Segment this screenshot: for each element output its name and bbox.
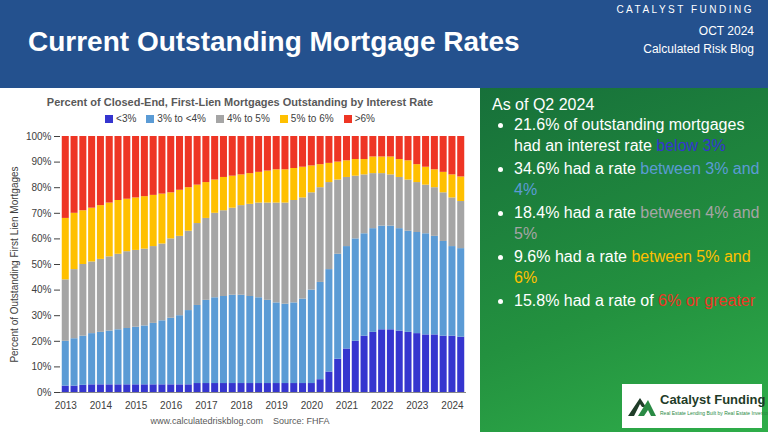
html-text:5% to 6%: 5% to 6%: [290, 113, 334, 124]
svg-text:10%: 10%: [31, 361, 51, 372]
html-text:OCT 2024: OCT 2024: [698, 24, 754, 38]
svg-text:30%: 30%: [31, 310, 51, 321]
html-text:<3%: <3%: [116, 113, 137, 124]
svg-text:60%: 60%: [31, 233, 51, 244]
svg-text:Percent of Outstanding First L: Percent of Outstanding First Lien Mortga…: [9, 166, 20, 362]
svg-text:20%: 20%: [31, 336, 51, 347]
svg-text:2017: 2017: [195, 400, 218, 411]
html-text:>6%: >6%: [354, 113, 375, 124]
svg-text:2013: 2013: [55, 400, 78, 411]
html-text:34.6% had a rate between 3% an: 34.6% had a rate between 3% and 4%: [514, 160, 760, 198]
svg-text:90%: 90%: [31, 156, 51, 167]
html-text:www.calculatedriskblog.com Sou: www.calculatedriskblog.com Source: FHFA: [150, 416, 330, 426]
svg-text:70%: 70%: [31, 208, 51, 219]
svg-text:2020: 2020: [301, 400, 324, 411]
svg-text:2022: 2022: [371, 400, 394, 411]
html-text:Percent of Closed-End, First-L: Percent of Closed-End, First-Lien Mortga…: [46, 96, 434, 108]
html-text:21.6% of outstanding mortgages: 21.6% of outstanding mortgages had an in…: [514, 116, 745, 154]
html-text:9.6% had a rate between 5% and: 9.6% had a rate between 5% and 6%: [514, 248, 751, 286]
html-text:Calculated Risk Blog: Calculated Risk Blog: [643, 42, 754, 56]
svg-text:2015: 2015: [125, 400, 148, 411]
svg-text:0%: 0%: [37, 387, 52, 398]
html-text:Catalyst Funding: Catalyst Funding: [660, 392, 766, 407]
svg-text:40%: 40%: [31, 284, 51, 295]
html-text:CATALYST FUNDING: CATALYST FUNDING: [616, 4, 754, 15]
svg-text:2023: 2023: [406, 400, 429, 411]
svg-text:50%: 50%: [31, 259, 51, 270]
html-text:4% to 5%: 4% to 5%: [227, 113, 270, 124]
svg-text:100%: 100%: [26, 131, 52, 142]
html-text:3% to <4%: 3% to <4%: [157, 113, 206, 124]
html-text:Current Outstanding Mortgage R: Current Outstanding Mortgage Rates: [28, 26, 520, 57]
svg-text:2016: 2016: [160, 400, 183, 411]
svg-text:2014: 2014: [90, 400, 113, 411]
html-text:18.4% had a rate between 4% an: 18.4% had a rate between 4% and 5%: [514, 204, 760, 242]
svg-text:2018: 2018: [230, 400, 253, 411]
html-text:15.8% had a rate of 6% or grea: 15.8% had a rate of 6% or greater: [514, 292, 755, 309]
svg-text:2024: 2024: [441, 400, 464, 411]
html-text:As of Q2 2024: As of Q2 2024: [492, 96, 595, 113]
svg-text:80%: 80%: [31, 182, 51, 193]
svg-text:2021: 2021: [336, 400, 359, 411]
svg-text:2019: 2019: [266, 400, 289, 411]
